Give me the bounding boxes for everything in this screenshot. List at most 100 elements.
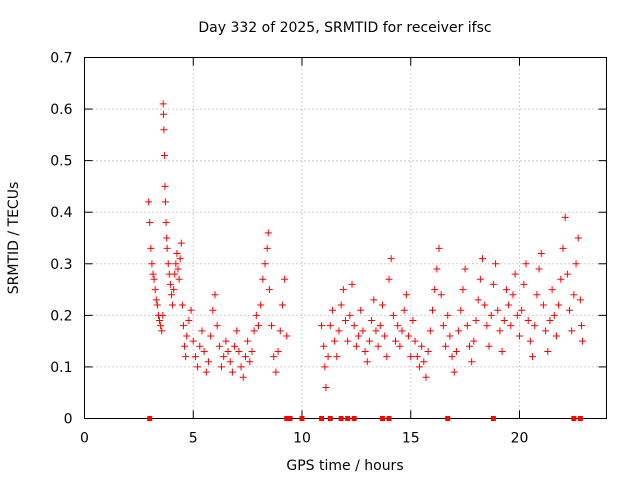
data-point xyxy=(145,198,153,206)
data-point xyxy=(274,347,282,355)
data-point xyxy=(524,317,532,325)
gap-marker xyxy=(445,416,451,421)
data-point xyxy=(161,182,169,190)
data-point xyxy=(207,332,215,340)
data-point xyxy=(278,301,286,309)
data-point xyxy=(161,198,169,206)
gap-marker xyxy=(577,416,583,421)
gap-markers xyxy=(147,416,583,421)
data-point xyxy=(215,342,223,350)
data-point xyxy=(259,275,267,283)
data-point xyxy=(244,337,252,345)
gap-marker xyxy=(327,416,333,421)
data-point xyxy=(270,353,278,361)
data-point xyxy=(537,249,545,257)
data-point xyxy=(548,286,556,294)
gap-marker xyxy=(147,416,153,421)
data-point xyxy=(526,337,534,345)
data-point xyxy=(326,322,334,330)
data-point xyxy=(178,301,186,309)
data-point xyxy=(570,291,578,299)
data-point xyxy=(361,347,369,355)
data-point xyxy=(159,311,167,319)
data-point xyxy=(174,265,182,273)
data-point xyxy=(169,301,177,309)
data-point xyxy=(196,342,204,350)
data-point xyxy=(172,260,180,268)
y-tick-label: 0.1 xyxy=(50,360,72,376)
y-tick-label: 0.5 xyxy=(50,154,72,170)
data-point xyxy=(335,327,343,335)
data-point xyxy=(359,327,367,335)
data-point xyxy=(337,301,345,309)
gap-marker xyxy=(338,416,344,421)
y-tick-label: 0.2 xyxy=(50,308,72,324)
data-point xyxy=(204,358,212,366)
data-point xyxy=(533,291,541,299)
data-point xyxy=(392,337,400,345)
x-tick-label: 5 xyxy=(189,431,198,447)
data-point xyxy=(559,244,567,252)
data-point xyxy=(457,306,465,314)
data-point xyxy=(255,322,262,330)
axis-ticks: 0 0.1 0.2 0.3 0.4 0.5 0.6 0.7 0 5 10 15 20 xyxy=(50,51,607,447)
data-point xyxy=(272,368,280,376)
data-point xyxy=(507,322,515,330)
data-point xyxy=(574,234,582,242)
data-point xyxy=(483,322,491,330)
data-point xyxy=(348,280,356,288)
data-point xyxy=(339,286,347,294)
data-point xyxy=(470,337,478,345)
data-point xyxy=(535,265,543,273)
data-point xyxy=(263,244,271,252)
data-point xyxy=(489,280,497,288)
data-point xyxy=(411,337,419,345)
data-point xyxy=(370,296,378,304)
data-point xyxy=(252,311,260,319)
data-point xyxy=(177,239,185,247)
data-point xyxy=(474,296,482,304)
data-point xyxy=(557,275,565,283)
gap-marker xyxy=(490,416,496,421)
data-point xyxy=(322,384,330,392)
data-point xyxy=(481,301,489,309)
data-point xyxy=(211,291,219,299)
gap-marker xyxy=(351,416,357,421)
data-point xyxy=(283,332,291,340)
data-point xyxy=(426,327,434,335)
data-point xyxy=(333,353,341,361)
data-point xyxy=(405,332,413,340)
data-point xyxy=(237,363,245,371)
data-point xyxy=(485,342,493,350)
data-point xyxy=(463,322,471,330)
data-point xyxy=(372,327,380,335)
data-point xyxy=(446,332,454,340)
data-point xyxy=(320,342,328,350)
gap-marker xyxy=(287,416,293,421)
data-point xyxy=(389,311,397,319)
data-point xyxy=(374,342,382,350)
data-point xyxy=(187,306,195,314)
data-point xyxy=(396,342,404,350)
data-point xyxy=(200,347,208,355)
gap-marker xyxy=(284,416,290,421)
data-point xyxy=(276,327,284,335)
data-point xyxy=(433,265,441,273)
data-point xyxy=(331,337,339,345)
data-point xyxy=(496,327,504,335)
data-point xyxy=(579,337,587,345)
data-point xyxy=(413,353,421,361)
data-point xyxy=(452,347,460,355)
data-point xyxy=(381,332,389,340)
data-point xyxy=(376,322,384,330)
data-point xyxy=(511,270,519,278)
data-point xyxy=(387,255,395,263)
data-point xyxy=(444,311,452,319)
data-point xyxy=(175,275,183,283)
data-point xyxy=(171,270,179,278)
data-point xyxy=(555,301,563,309)
data-point xyxy=(235,347,243,355)
data-point xyxy=(576,296,584,304)
data-point xyxy=(468,358,476,366)
data-point xyxy=(502,286,510,294)
